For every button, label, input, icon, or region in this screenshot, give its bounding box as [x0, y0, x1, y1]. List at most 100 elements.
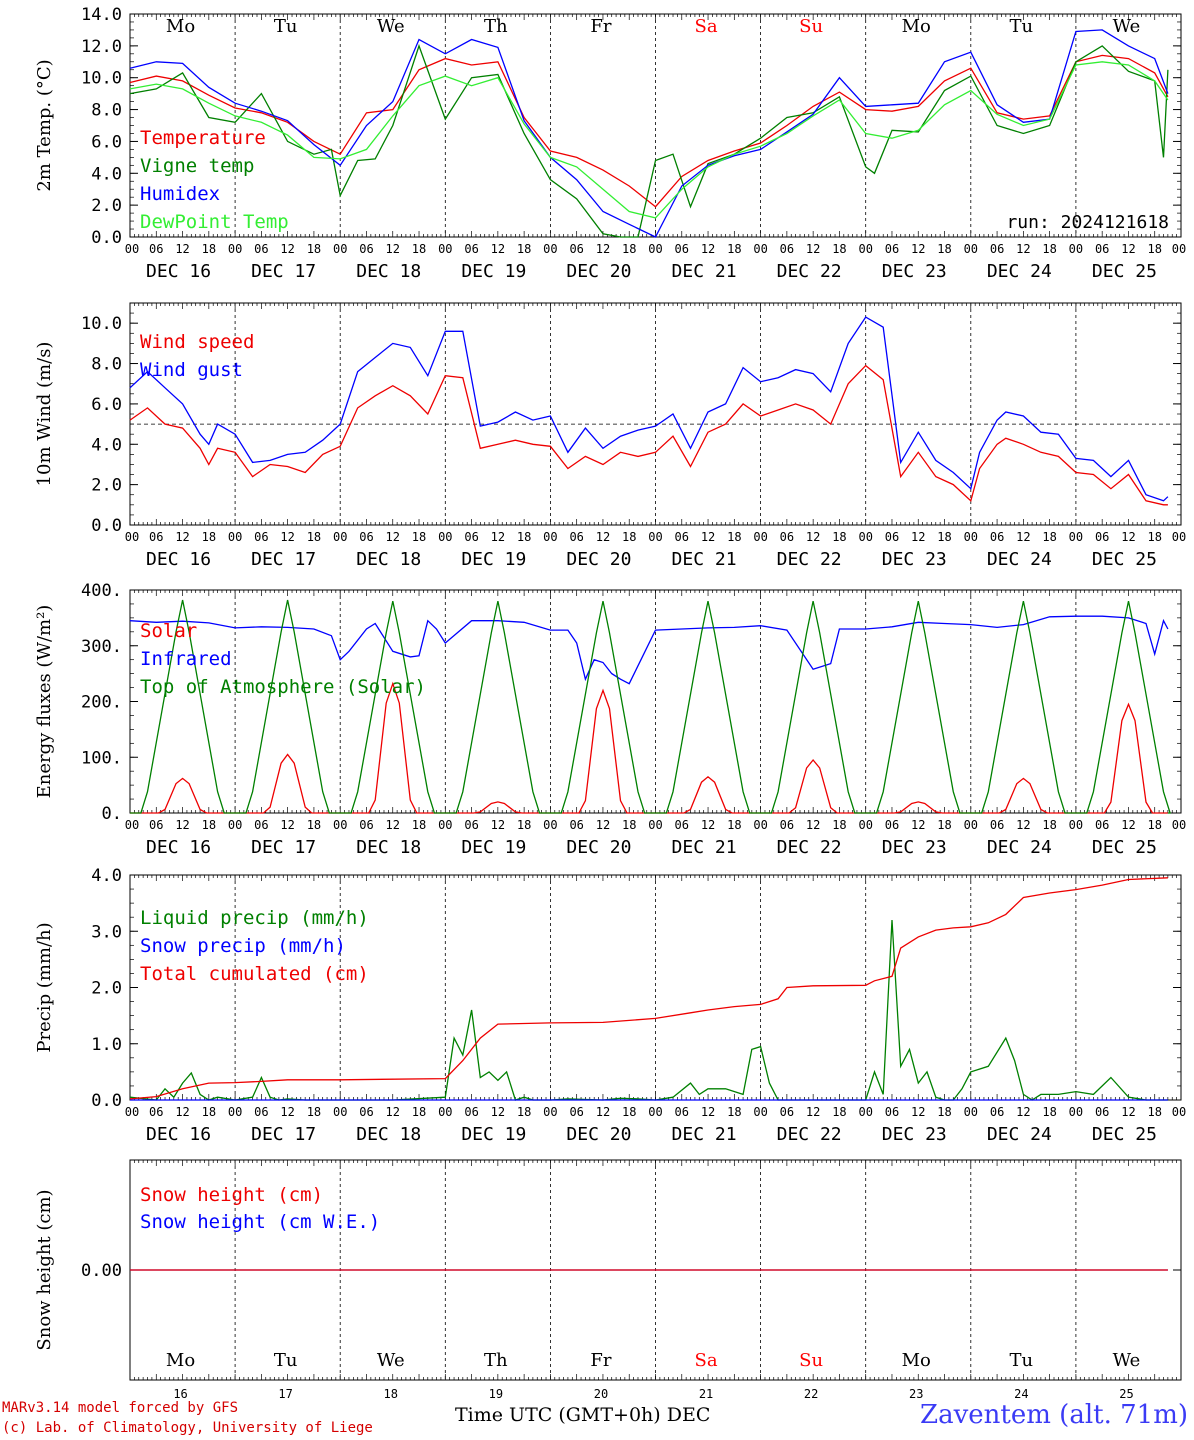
hour-tick-label: 12 [596, 530, 610, 544]
series-line-solar [130, 681, 1168, 814]
hour-tick-label: 18 [622, 530, 636, 544]
hour-tick-label: 18 [832, 242, 846, 256]
date-label: DEC 25 [1092, 261, 1157, 282]
hour-tick-label: 18 [1042, 1105, 1056, 1119]
day-number: 22 [804, 1387, 818, 1401]
panel-temperature: Mo Tu We Th Fr Sa Su Mo Tu We 0.0 2.0 4.0 6.0 8.0 10.0 1… [34, 5, 1186, 282]
hour-tick-label: 12 [1121, 530, 1135, 544]
legend-snow-height-cm-w-e-: Snow height (cm W.E.) [140, 1211, 380, 1233]
hour-tick-label: 06 [149, 1105, 163, 1119]
hour-tick-label: 00 [753, 818, 767, 832]
hour-tick-label: 00 [648, 818, 662, 832]
hour-tick-label: 12 [806, 1105, 820, 1119]
weekday-label: Fr [590, 16, 611, 37]
y-tick-label: 1.0 [91, 1035, 122, 1055]
hour-tick-label: 00 [648, 1105, 662, 1119]
hour-tick-label: 00 [1069, 530, 1083, 544]
hour-tick-label: 12 [596, 1105, 610, 1119]
hour-tick-label: 12 [1016, 530, 1030, 544]
hour-tick-label: 00 [858, 530, 872, 544]
y-tick-label: 2.0 [91, 979, 122, 999]
hour-tick-label: 00 [1069, 242, 1083, 256]
weekday-label: Mo [902, 1350, 931, 1371]
hour-tick-label: 00 [1069, 1105, 1083, 1119]
hour-tick-label: 00 [1069, 818, 1083, 832]
hour-tick-label: 18 [622, 242, 636, 256]
legend-wind-gust: Wind gust [140, 359, 243, 381]
weekday-label: We [377, 1350, 405, 1371]
hour-tick-label: 06 [149, 530, 163, 544]
y-tick-label: 12.0 [81, 37, 122, 57]
hour-tick-label: 18 [307, 242, 321, 256]
hour-tick-label: 06 [885, 818, 899, 832]
hour-tick-label: 06 [1095, 1105, 1109, 1119]
hour-tick-label: 18 [622, 1105, 636, 1119]
date-label: DEC 22 [777, 261, 842, 282]
date-label: DEC 19 [461, 837, 526, 858]
hour-tick-label: 12 [701, 530, 715, 544]
date-label: DEC 24 [987, 549, 1052, 570]
weekday-label: We [377, 16, 405, 37]
date-label: DEC 16 [146, 261, 211, 282]
panel-energy: 0. 100. 200. 300. 400. Energy fluxes (W/m²) So… [34, 581, 1186, 858]
hour-tick-label: 06 [149, 242, 163, 256]
hour-tick-label: 06 [780, 818, 794, 832]
hour-tick-label: 06 [1095, 242, 1109, 256]
date-label: DEC 20 [566, 837, 631, 858]
day-number: 20 [594, 1387, 608, 1401]
date-label: DEC 20 [566, 261, 631, 282]
hour-tick-label: 12 [386, 818, 400, 832]
y-tick-label: 6.0 [91, 132, 122, 152]
weekday-label: Tu [274, 1350, 298, 1371]
hour-tick-label: 06 [990, 242, 1004, 256]
date-label: DEC 18 [356, 837, 421, 858]
hour-tick-label: 00 [228, 242, 242, 256]
day-number: 19 [489, 1387, 503, 1401]
legend-solar: Solar [140, 620, 197, 642]
date-label: DEC 21 [672, 261, 737, 282]
hour-tick-label: 00 [438, 1105, 452, 1119]
hour-tick-label: 06 [569, 1105, 583, 1119]
hour-tick-label: 18 [832, 530, 846, 544]
legend-vigne-temp: Vigne temp [140, 155, 254, 177]
hour-tick-label: 12 [175, 530, 189, 544]
hour-tick-label: 00 [228, 818, 242, 832]
station-name: Zaventem (alt. 71m) [920, 1400, 1188, 1430]
y-tick-label: 3.0 [91, 922, 122, 942]
hour-tick-label: 12 [806, 818, 820, 832]
hour-tick-label: 18 [937, 242, 951, 256]
hour-tick-label: 06 [569, 530, 583, 544]
date-label: DEC 24 [987, 837, 1052, 858]
hour-tick-label: 00 [753, 1105, 767, 1119]
day-number: 16 [173, 1387, 187, 1401]
legend-wind-speed: Wind speed [140, 331, 254, 353]
date-label: DEC 16 [146, 549, 211, 570]
date-label: DEC 19 [461, 261, 526, 282]
hour-tick-label: 00 [438, 242, 452, 256]
date-label: DEC 21 [672, 1124, 737, 1145]
hour-tick-label: 06 [780, 530, 794, 544]
hour-tick-label: 00 [333, 1105, 347, 1119]
y-tick-label: 400. [81, 581, 122, 601]
weekday-label: Sa [695, 1350, 718, 1371]
legend-infrared: Infrared [140, 648, 232, 670]
hour-tick-label: 18 [307, 1105, 321, 1119]
date-label: DEC 19 [461, 549, 526, 570]
date-label: DEC 18 [356, 549, 421, 570]
hour-tick-label: 06 [359, 818, 373, 832]
hour-tick-label: 12 [701, 818, 715, 832]
hour-tick-label: 06 [885, 530, 899, 544]
hour-tick-label: 00 [543, 530, 557, 544]
hour-tick-label: 00 [1172, 242, 1186, 256]
hour-tick-label: 00 [964, 242, 978, 256]
hour-tick-label: 06 [990, 530, 1004, 544]
date-label: DEC 20 [566, 1124, 631, 1145]
series-line-dewpoint-temp [129, 61, 1169, 219]
hour-tick-label: 18 [1042, 818, 1056, 832]
y-tick-label: 4.0 [91, 866, 122, 886]
hour-tick-label: 06 [254, 1105, 268, 1119]
date-label: DEC 20 [566, 549, 631, 570]
hour-tick-label: 12 [491, 818, 505, 832]
hour-tick-label: 06 [780, 242, 794, 256]
hour-tick-label: 18 [307, 530, 321, 544]
